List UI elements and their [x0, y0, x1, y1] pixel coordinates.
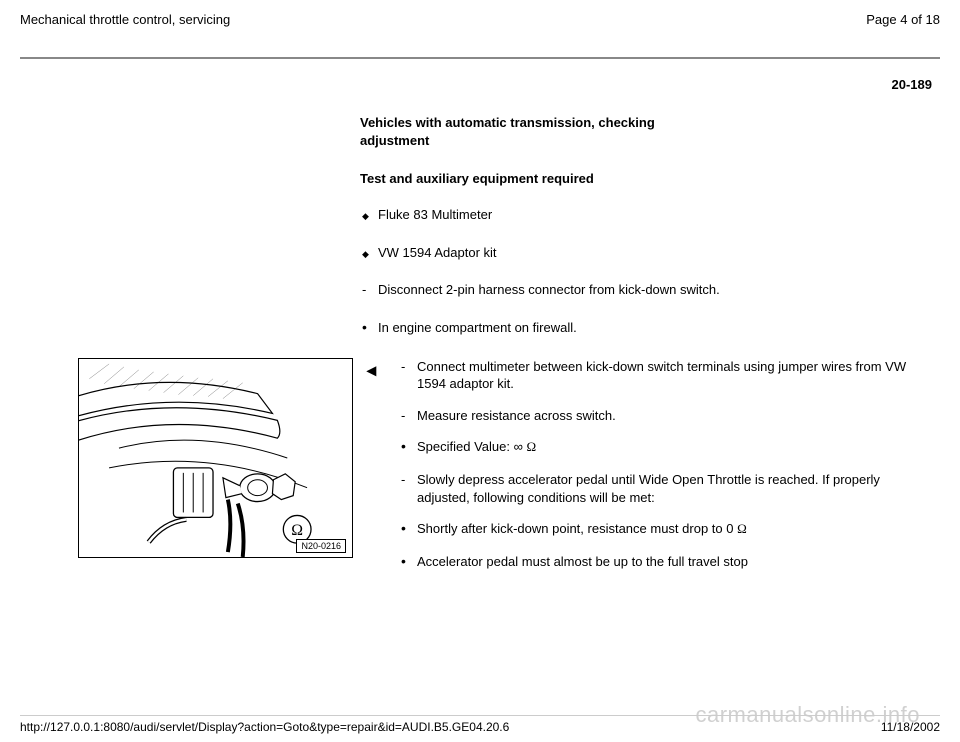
footer-date: 11/18/2002 [881, 720, 940, 734]
lower-section: Ω N20-0216 ◂ Connect multime [20, 358, 940, 586]
header-rule [20, 57, 940, 59]
list-item-text: Shortly after kick-down point, resistanc… [417, 520, 930, 538]
list-item: Slowly depress accelerator pedal until W… [399, 471, 930, 506]
list-item: Accelerator pedal must almost be up to t… [399, 553, 930, 572]
doc-title: Mechanical throttle control, servicing [20, 12, 230, 27]
list-item: Shortly after kick-down point, resistanc… [399, 520, 930, 539]
list-item: VW 1594 Adaptor kit [360, 244, 720, 262]
list-item-text: Measure resistance across switch. [417, 407, 930, 425]
diamond-marker-icon [360, 244, 378, 262]
footer-url: http://127.0.0.1:8080/audi/servlet/Displ… [20, 720, 509, 734]
list-item-text: Fluke 83 Multimeter [378, 206, 720, 224]
bullet-marker-icon [399, 520, 417, 539]
page-code: 20-189 [20, 77, 940, 92]
list-item-text: Disconnect 2-pin harness connector from … [378, 281, 720, 299]
diamond-marker-icon [360, 206, 378, 224]
bullet-marker-icon [360, 319, 378, 338]
list-item: Disconnect 2-pin harness connector from … [360, 281, 720, 299]
ohm-symbol: Ω [526, 439, 536, 454]
list-item-text: In engine compartment on firewall. [378, 319, 720, 337]
dash-marker-icon [399, 358, 417, 376]
dash-marker-icon [360, 281, 378, 299]
list-item: Specified Value: ∞ Ω [399, 438, 930, 457]
upper-content: Vehicles with automatic transmission, ch… [360, 114, 720, 338]
footer: http://127.0.0.1:8080/audi/servlet/Displ… [20, 715, 940, 734]
section-heading: Vehicles with automatic transmission, ch… [360, 114, 720, 149]
list-item-text: Connect multimeter between kick-down swi… [417, 358, 930, 393]
dash-marker-icon [399, 407, 417, 425]
list-item: Fluke 83 Multimeter [360, 206, 720, 224]
dash-marker-icon [399, 471, 417, 489]
list-item: Connect multimeter between kick-down swi… [399, 358, 930, 393]
bullet-marker-icon [399, 438, 417, 457]
figure-illustration: Ω N20-0216 [78, 358, 353, 558]
upper-items-list: Fluke 83 Multimeter VW 1594 Adaptor kit Di… [360, 206, 720, 338]
pointer-icon: ◂ [367, 358, 385, 381]
list-item-text: Slowly depress accelerator pedal until W… [417, 471, 930, 506]
list-item-text: Accelerator pedal must almost be up to t… [417, 553, 930, 571]
list-item-text: Specified Value: ∞ Ω [417, 438, 930, 456]
list-item-text: VW 1594 Adaptor kit [378, 244, 720, 262]
page-number: Page 4 of 18 [866, 12, 940, 27]
svg-text:Ω: Ω [291, 522, 303, 539]
list-item: In engine compartment on firewall. [360, 319, 720, 338]
ohm-symbol: Ω [737, 521, 747, 536]
section-subheading: Test and auxiliary equipment required [360, 171, 720, 186]
lower-content: Connect multimeter between kick-down swi… [399, 358, 940, 586]
bullet-marker-icon [399, 553, 417, 572]
top-header: Mechanical throttle control, servicing P… [20, 12, 940, 57]
list-item: Measure resistance across switch. [399, 407, 930, 425]
figure-label: N20-0216 [296, 539, 346, 553]
page-container: Mechanical throttle control, servicing P… [0, 0, 960, 742]
lower-items-list: Connect multimeter between kick-down swi… [399, 358, 930, 572]
